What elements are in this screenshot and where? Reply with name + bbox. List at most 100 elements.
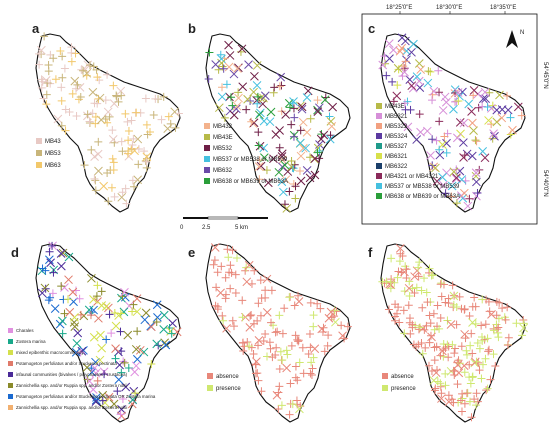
sample-marker bbox=[305, 330, 314, 339]
sample-marker bbox=[231, 289, 240, 298]
sample-marker bbox=[174, 109, 183, 118]
sample-marker bbox=[271, 328, 280, 337]
sample-marker bbox=[142, 120, 151, 129]
sample-marker bbox=[402, 55, 411, 65]
sample-marker bbox=[123, 330, 133, 340]
sample-marker bbox=[261, 329, 270, 338]
sample-marker bbox=[262, 166, 271, 175]
sample-marker bbox=[431, 163, 440, 173]
sample-marker bbox=[506, 113, 515, 122]
lon-label-2: 18°30'0"E bbox=[436, 5, 462, 11]
sample-marker bbox=[90, 174, 99, 183]
legend-label-c-7: MB4321 or MB4321 bbox=[385, 174, 439, 180]
sample-marker bbox=[503, 91, 512, 100]
sample-marker bbox=[415, 258, 424, 267]
sample-marker bbox=[459, 138, 468, 147]
sample-marker bbox=[50, 304, 60, 313]
sample-marker bbox=[426, 151, 435, 160]
sample-marker bbox=[441, 189, 450, 198]
sample-marker bbox=[224, 40, 233, 50]
sample-marker bbox=[498, 304, 507, 313]
sample-marker bbox=[277, 152, 287, 161]
legend-label-e-1: presence bbox=[216, 386, 241, 392]
sample-marker bbox=[380, 279, 389, 288]
north-label: N bbox=[520, 30, 524, 36]
panel-b bbox=[204, 33, 351, 213]
sample-marker bbox=[60, 309, 69, 318]
legend-label-d-4: infaunal communities (bivalves / polycha… bbox=[16, 372, 128, 377]
sample-marker bbox=[57, 282, 66, 291]
sample-marker bbox=[467, 107, 476, 116]
sample-marker bbox=[72, 111, 81, 120]
sample-marker bbox=[70, 322, 80, 331]
sample-marker bbox=[211, 60, 221, 69]
sample-marker bbox=[465, 312, 474, 321]
sample-marker bbox=[49, 54, 58, 63]
legend-label-a-1: MB53 bbox=[45, 151, 61, 157]
sample-marker bbox=[61, 126, 70, 135]
sample-marker bbox=[435, 145, 444, 154]
sample-marker bbox=[114, 311, 123, 320]
sample-marker bbox=[40, 283, 50, 293]
sample-marker bbox=[216, 288, 225, 298]
sample-marker bbox=[145, 128, 154, 137]
legend-label-b-3: MB537 or MB538 or MB539 bbox=[213, 157, 288, 163]
sample-marker bbox=[378, 277, 387, 286]
sample-marker bbox=[41, 76, 51, 85]
sample-marker bbox=[473, 338, 482, 347]
sample-marker bbox=[263, 178, 273, 188]
sample-marker bbox=[140, 315, 150, 325]
sample-marker bbox=[238, 338, 247, 347]
sample-marker bbox=[484, 345, 493, 354]
legend-swatch-a-0 bbox=[36, 138, 42, 144]
sample-marker bbox=[37, 288, 47, 298]
sample-marker bbox=[489, 129, 498, 138]
sample-marker bbox=[45, 247, 54, 256]
sample-marker bbox=[65, 307, 75, 317]
sample-marker bbox=[438, 140, 447, 149]
sample-marker bbox=[105, 112, 114, 121]
sample-marker bbox=[256, 161, 266, 171]
legend-label-c-3: MB5324 bbox=[385, 134, 408, 140]
legend-label-a-0: MB43 bbox=[45, 139, 61, 145]
sample-marker bbox=[157, 115, 166, 124]
sample-marker bbox=[234, 93, 243, 103]
sample-marker bbox=[229, 110, 239, 120]
sample-marker bbox=[104, 197, 113, 206]
sample-marker bbox=[60, 283, 69, 292]
sample-marker bbox=[58, 52, 67, 61]
sample-marker bbox=[478, 295, 487, 304]
sample-marker bbox=[452, 320, 461, 329]
sample-marker bbox=[255, 175, 264, 184]
legend-swatch-c-4 bbox=[376, 143, 382, 149]
sample-marker bbox=[444, 353, 453, 362]
sample-marker bbox=[436, 314, 445, 323]
sample-marker bbox=[285, 103, 294, 112]
sample-marker bbox=[308, 364, 317, 373]
sample-marker bbox=[265, 338, 274, 347]
legend-swatch-e-1 bbox=[207, 385, 213, 391]
sample-marker bbox=[277, 162, 287, 172]
sample-marker bbox=[504, 333, 513, 342]
sample-marker bbox=[94, 313, 103, 323]
sample-marker bbox=[246, 311, 255, 320]
sample-marker bbox=[395, 257, 404, 266]
sample-marker bbox=[109, 399, 119, 409]
sample-marker bbox=[291, 194, 300, 203]
sample-marker bbox=[56, 47, 65, 56]
sample-marker bbox=[392, 309, 401, 318]
sample-marker bbox=[228, 316, 237, 325]
sample-marker bbox=[384, 39, 394, 48]
legend-swatch-b-2 bbox=[204, 145, 210, 151]
sample-marker bbox=[307, 370, 316, 379]
sample-marker bbox=[492, 311, 501, 320]
sample-marker bbox=[292, 396, 301, 405]
sample-marker bbox=[269, 88, 278, 97]
sample-marker bbox=[130, 367, 140, 377]
sample-marker bbox=[226, 284, 235, 293]
sample-marker bbox=[318, 327, 327, 336]
sample-marker bbox=[285, 410, 294, 419]
sample-marker bbox=[437, 394, 446, 403]
sample-marker bbox=[95, 93, 105, 103]
